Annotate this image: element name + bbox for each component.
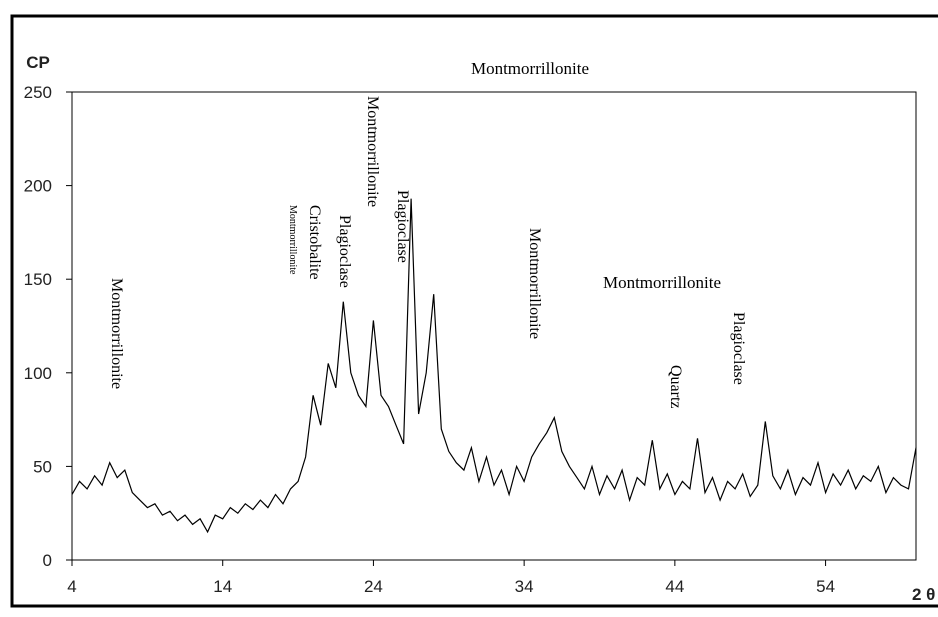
x-tick-label: 34 [515, 577, 534, 596]
y-axis-label: CP [26, 53, 50, 72]
annotation: Montmorrillonite [471, 59, 589, 78]
x-axis-label: 2 θ [912, 585, 935, 604]
x-tick-label: 54 [816, 577, 835, 596]
data-line [71, 198, 917, 534]
outer-frame [10, 14, 938, 608]
annotation: Plagioclase [730, 312, 747, 385]
annotation: Quartz [667, 365, 684, 409]
annotation: Montmorrillonite [603, 273, 721, 292]
y-tick-label: 200 [24, 177, 52, 196]
y-tick-label: 150 [24, 270, 52, 289]
annotation: Plagioclase [336, 215, 353, 288]
plot-frame [71, 91, 917, 561]
annotation: Montmorrillonite [364, 96, 381, 207]
y-tick-label: 50 [33, 457, 52, 476]
annotation: Cristobalite [306, 205, 323, 280]
annotation: Montmorrillonite [108, 278, 125, 389]
annotation: Montmorrillonite [287, 205, 298, 275]
annotation: Plagioclase [394, 190, 411, 263]
annotation: Montmorrillonite [526, 228, 543, 339]
y-tick-label: 100 [24, 364, 52, 383]
y-tick-label: 0 [43, 551, 52, 570]
x-tick-label: 4 [67, 577, 76, 596]
x-tick-label: 24 [364, 577, 383, 596]
x-tick-label: 14 [213, 577, 232, 596]
y-tick-label: 250 [24, 83, 52, 102]
x-tick-label: 44 [665, 577, 684, 596]
